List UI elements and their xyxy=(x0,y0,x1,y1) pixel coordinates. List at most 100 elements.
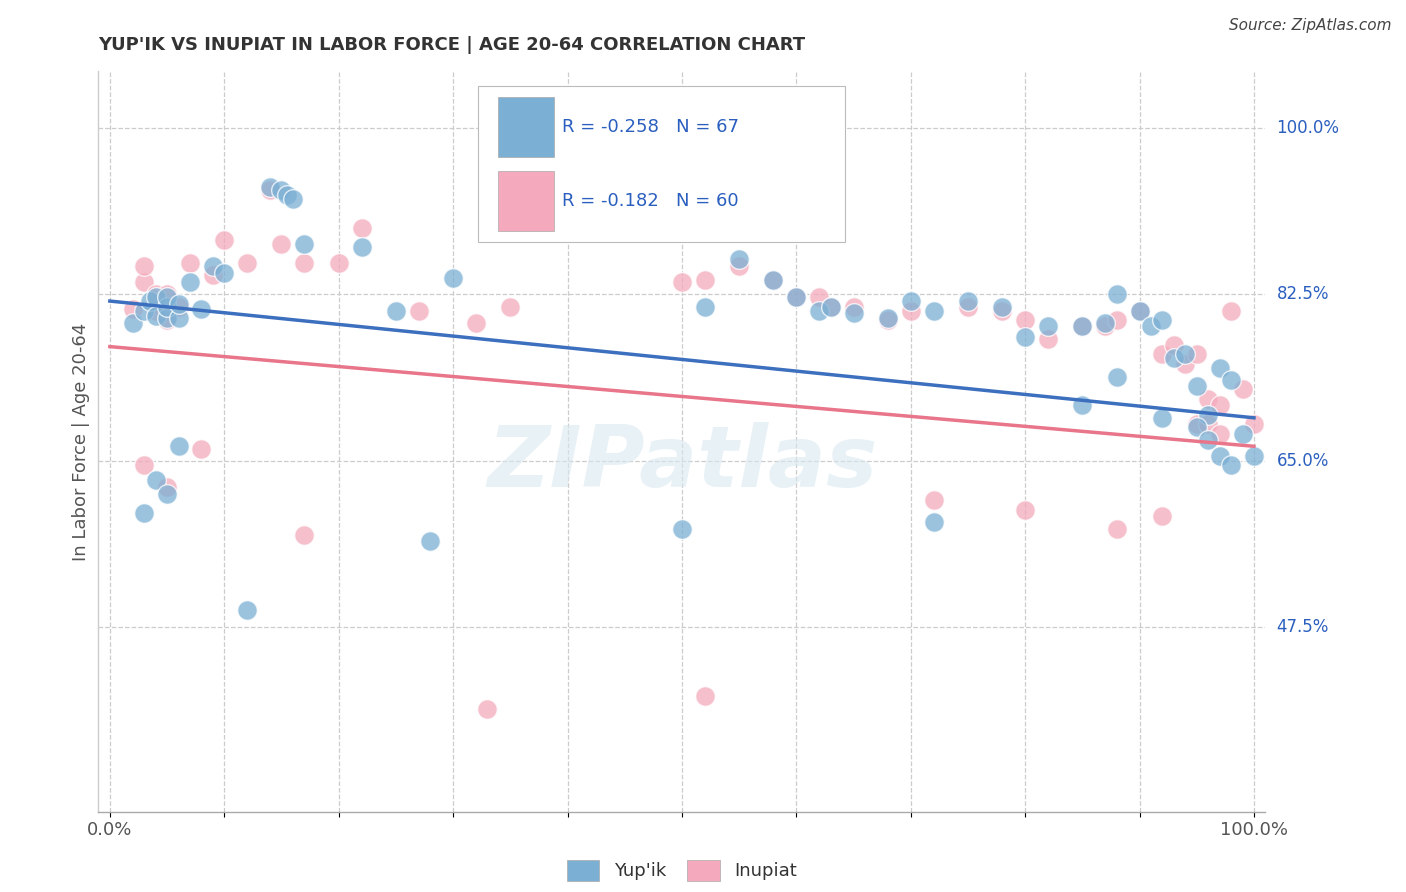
Point xyxy=(1243,417,1265,432)
Point xyxy=(1071,318,1094,333)
Point xyxy=(956,294,979,309)
Point xyxy=(991,300,1014,314)
Point xyxy=(1185,420,1208,434)
Point xyxy=(167,439,190,453)
FancyBboxPatch shape xyxy=(498,97,554,156)
Point xyxy=(1036,318,1059,333)
Point xyxy=(214,233,236,247)
Point xyxy=(1208,449,1230,463)
Point xyxy=(259,183,281,197)
Point xyxy=(214,266,236,280)
Point xyxy=(156,287,179,301)
Point xyxy=(1094,316,1116,330)
Point xyxy=(1105,313,1128,327)
Text: Source: ZipAtlas.com: Source: ZipAtlas.com xyxy=(1229,18,1392,33)
Point xyxy=(292,527,315,541)
Point xyxy=(292,256,315,270)
Point xyxy=(671,187,693,202)
Point xyxy=(145,303,167,318)
Point xyxy=(1220,303,1243,318)
Point xyxy=(1071,399,1094,413)
Point xyxy=(408,303,430,318)
Point xyxy=(121,316,143,330)
Point xyxy=(1128,303,1150,318)
Point xyxy=(156,311,179,326)
Point xyxy=(1197,433,1219,447)
Point xyxy=(900,303,922,318)
Point xyxy=(922,515,945,529)
FancyBboxPatch shape xyxy=(498,171,554,230)
Point xyxy=(1094,318,1116,333)
Text: 47.5%: 47.5% xyxy=(1277,617,1329,636)
Point xyxy=(728,259,751,273)
Point xyxy=(922,303,945,318)
Point xyxy=(1014,313,1036,327)
Point xyxy=(1208,360,1230,375)
Point xyxy=(276,187,298,202)
Point xyxy=(145,287,167,301)
Point xyxy=(820,300,842,314)
Point xyxy=(693,273,716,287)
Point xyxy=(134,303,156,318)
Point xyxy=(808,290,831,304)
Point xyxy=(350,240,373,254)
Point xyxy=(201,259,224,273)
Point xyxy=(477,702,499,716)
Point xyxy=(820,300,842,314)
Point xyxy=(270,237,292,252)
Point xyxy=(900,294,922,309)
Point xyxy=(1014,503,1036,517)
Point xyxy=(167,297,190,311)
Text: R = -0.182   N = 60: R = -0.182 N = 60 xyxy=(562,192,738,210)
FancyBboxPatch shape xyxy=(478,87,845,242)
Point xyxy=(1105,287,1128,301)
Point xyxy=(259,180,281,194)
Point xyxy=(1152,347,1174,361)
Point xyxy=(762,273,785,287)
Point xyxy=(671,522,693,536)
Point xyxy=(156,487,179,501)
Point xyxy=(1105,370,1128,384)
Point xyxy=(190,301,212,316)
Point xyxy=(145,310,167,324)
Point xyxy=(1128,303,1150,318)
Point xyxy=(145,290,167,304)
Point xyxy=(693,689,716,703)
Point xyxy=(292,237,315,252)
Point xyxy=(465,316,488,330)
Point xyxy=(842,300,865,314)
Point xyxy=(785,290,807,304)
Point xyxy=(762,273,785,287)
Point xyxy=(956,300,979,314)
Point xyxy=(808,303,831,318)
Point xyxy=(1185,417,1208,432)
Point xyxy=(876,313,898,327)
Point xyxy=(1140,318,1163,333)
Point xyxy=(167,300,190,314)
Point xyxy=(671,275,693,289)
Point xyxy=(134,458,156,473)
Point xyxy=(1185,379,1208,393)
Point xyxy=(134,259,156,273)
Point xyxy=(1197,392,1219,406)
Point xyxy=(1220,458,1243,473)
Point xyxy=(167,311,190,326)
Point xyxy=(328,256,350,270)
Point xyxy=(121,301,143,316)
Point xyxy=(1208,399,1230,413)
Point xyxy=(156,290,179,304)
Point xyxy=(1232,426,1254,441)
Point xyxy=(139,294,162,309)
Point xyxy=(156,300,179,314)
Point xyxy=(190,442,212,457)
Point xyxy=(1208,426,1230,441)
Point xyxy=(270,183,292,197)
Point xyxy=(179,275,201,289)
Point xyxy=(1071,318,1094,333)
Text: 100.0%: 100.0% xyxy=(1277,120,1340,137)
Point xyxy=(533,218,555,232)
Text: 82.5%: 82.5% xyxy=(1277,285,1329,303)
Point xyxy=(1152,410,1174,425)
Point xyxy=(1152,313,1174,327)
Point xyxy=(1105,522,1128,536)
